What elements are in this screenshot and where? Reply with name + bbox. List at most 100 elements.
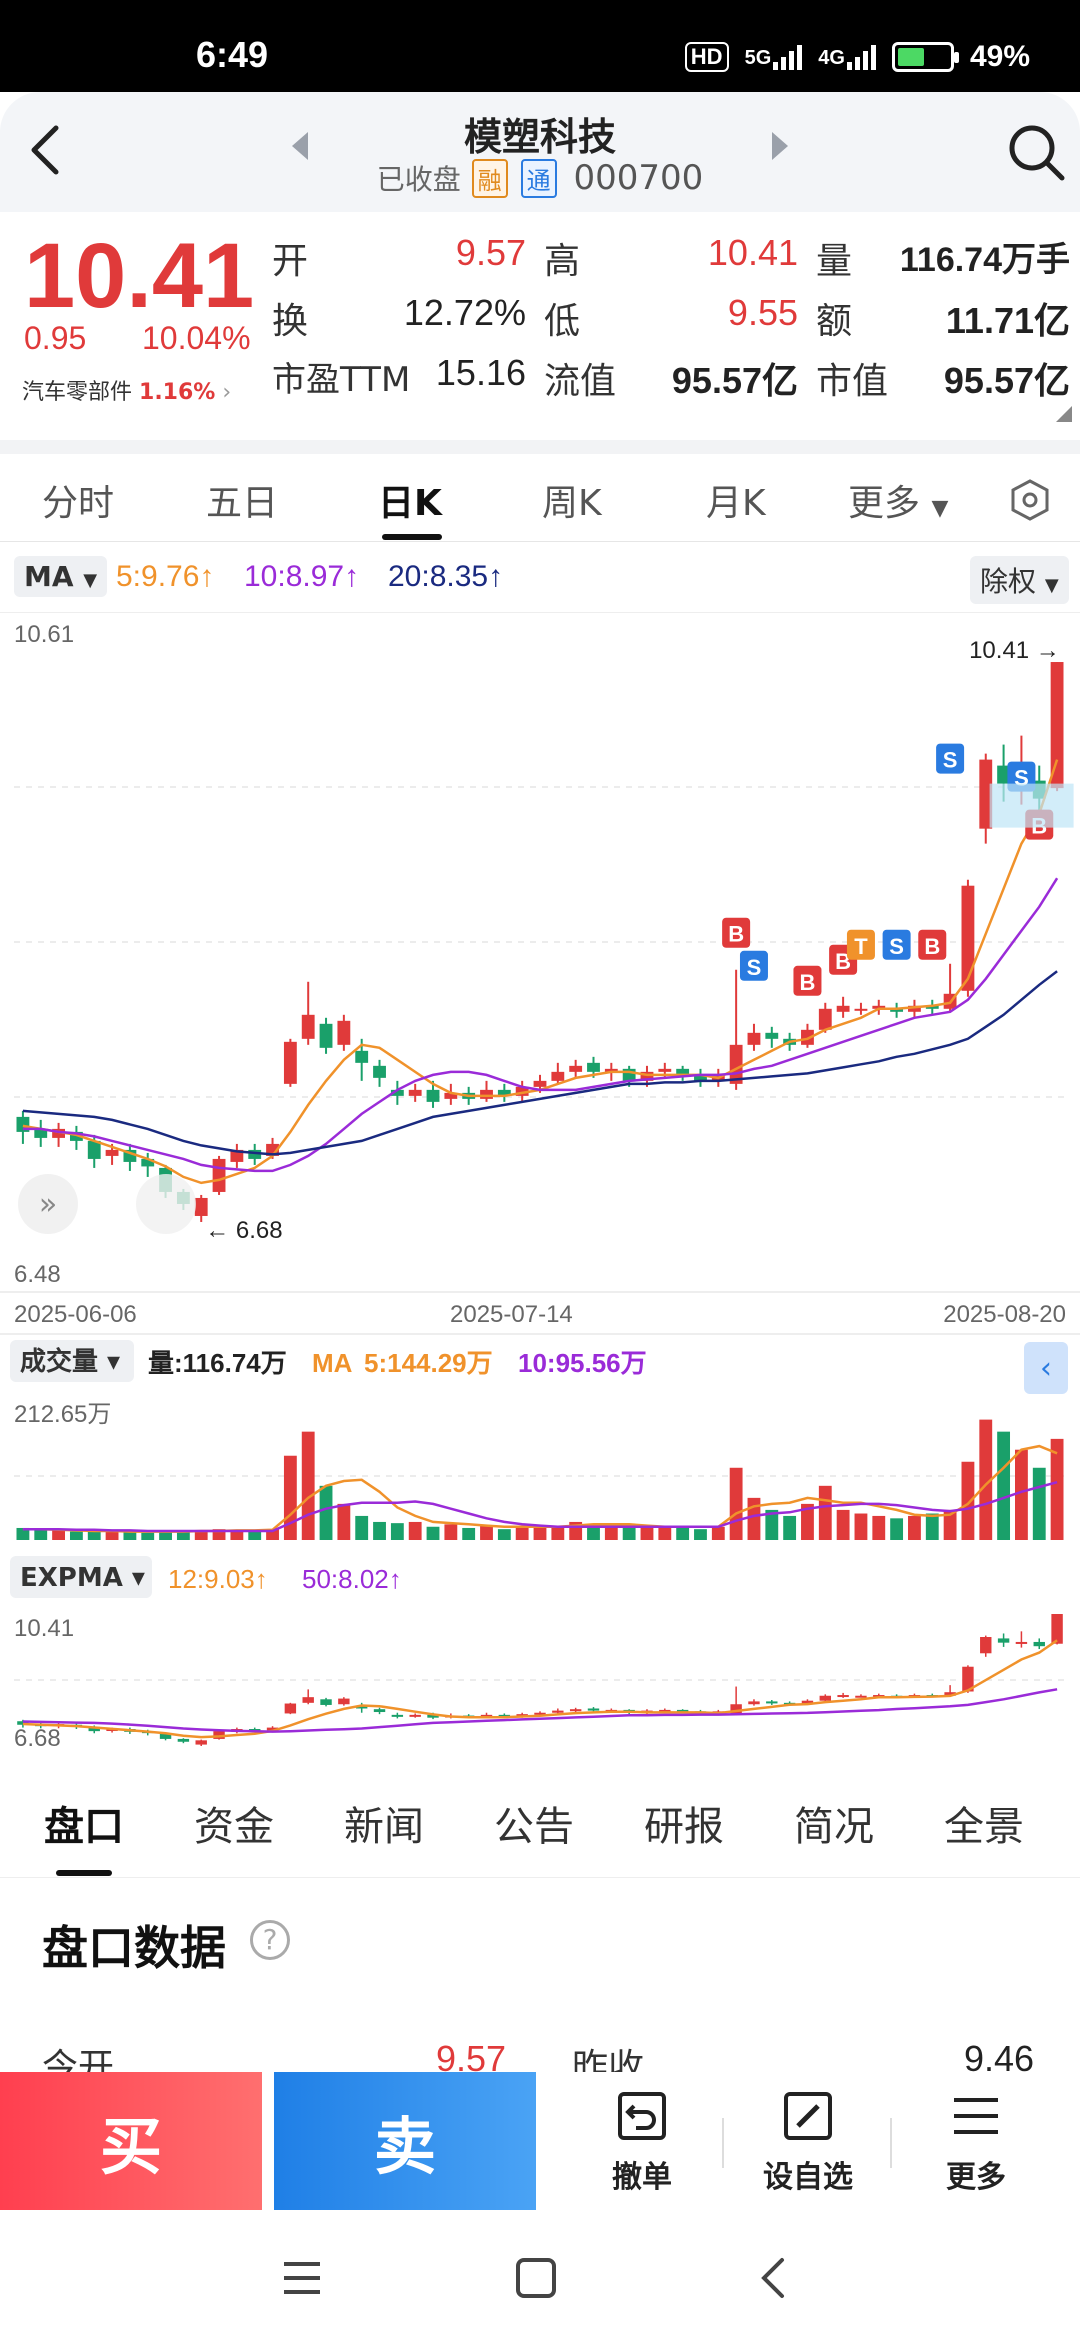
expma-candle: [855, 1695, 867, 1698]
battery-icon: [891, 42, 959, 72]
cancel-order-button[interactable]: 撤单: [572, 2088, 712, 2196]
volume-bar: [1032, 1467, 1046, 1540]
more-button[interactable]: 更多: [906, 2088, 1046, 2196]
expma-candle: [338, 1698, 350, 1705]
trade-bar: 买 卖 撤单 设自选 更多: [0, 2072, 1080, 2212]
expma-candle: [837, 1695, 849, 1698]
tab-profile[interactable]: 简况: [794, 1804, 874, 1850]
pe-label: 市盈TTM: [272, 360, 411, 400]
expma-candle: [195, 1740, 207, 1745]
expma-candle: [819, 1695, 831, 1701]
tab-intraday[interactable]: 分时: [42, 483, 115, 524]
volume-bar: [212, 1529, 226, 1540]
float-value: 95.57亿: [671, 360, 798, 401]
expma-candle: [302, 1697, 314, 1703]
candle: [444, 1092, 458, 1099]
signal-marker-bg: [936, 743, 965, 774]
volume-bar: [943, 1509, 957, 1540]
amount-value: 11.71亿: [945, 300, 1070, 341]
tab-research[interactable]: 研报: [644, 1804, 724, 1850]
volume-bar: [622, 1527, 636, 1540]
tab-orderbook[interactable]: 盘口: [44, 1804, 124, 1850]
ma-selector[interactable]: MA ▼: [14, 556, 108, 597]
signal-marker-bg: [882, 929, 911, 960]
ma-indicator-row: MA ▼ 5:9.76↑ 10:8.97↑ 20:8.35↑ 除权 ▼: [0, 546, 1080, 612]
expma-candle: [766, 1701, 778, 1704]
volume-bar: [194, 1530, 208, 1540]
expma-candle: [177, 1738, 190, 1742]
connect-tag: 通: [520, 159, 557, 198]
candle: [141, 1158, 155, 1167]
candle: [765, 1032, 779, 1039]
expma-y-max: 10.41: [14, 1615, 74, 1642]
next-stock-icon[interactable]: [772, 132, 788, 160]
candle: [34, 1128, 48, 1138]
active-tab-underline: [56, 1870, 112, 1876]
recent-apps-icon[interactable]: [280, 2258, 324, 2298]
candle: [52, 1128, 65, 1138]
settings-hexagon-icon[interactable]: [1008, 478, 1052, 522]
expand-corner-icon[interactable]: [1056, 406, 1072, 422]
volume-bar: [283, 1455, 297, 1540]
expma-candle: [284, 1703, 297, 1714]
candle: [1050, 662, 1064, 789]
candle: [836, 1005, 850, 1012]
signal-marker-bg: [918, 929, 947, 960]
divider: [890, 2118, 892, 2168]
date-mid: 2025-07-14: [450, 1301, 573, 1328]
divider: [722, 2118, 724, 2168]
float-label: 流值: [544, 361, 617, 402]
prev-stock-icon[interactable]: [292, 132, 308, 160]
candle: [997, 765, 1011, 784]
high-annotation: 10.41 →: [969, 637, 1060, 664]
volume-bar: [373, 1521, 386, 1540]
collapse-button-bg: [18, 1174, 78, 1234]
volume-selector: 成交量 ▾: [20, 1346, 120, 1377]
volume-bar: [925, 1513, 939, 1540]
tab-capital[interactable]: 资金: [194, 1804, 274, 1850]
home-icon[interactable]: [514, 2256, 558, 2300]
tab-news[interactable]: 新闻: [344, 1804, 424, 1850]
sector-link[interactable]: 汽车零部件 1.16% ›: [22, 380, 232, 405]
volume-bar: [159, 1531, 172, 1540]
signal-marker-b: B: [924, 934, 940, 959]
candle: [961, 885, 975, 991]
back-icon[interactable]: [18, 120, 78, 180]
add-watchlist-button[interactable]: 设自选: [738, 2088, 878, 2196]
candle: [515, 1086, 529, 1096]
quote-panel: 10.41 0.95 10.04% 汽车零部件 1.16% › 开 9.57 高…: [0, 212, 1080, 442]
tab-monthly-k[interactable]: 月K: [706, 483, 766, 524]
volume-bar: [908, 1515, 921, 1540]
help-icon[interactable]: ?: [250, 1920, 290, 1960]
volume-bar: [176, 1530, 190, 1540]
search-icon[interactable]: [1004, 120, 1068, 184]
expma-candle: [552, 1710, 564, 1713]
expma-candle: [587, 1708, 600, 1711]
tab-5day[interactable]: 五日: [206, 483, 279, 524]
volume-bar: [747, 1497, 761, 1540]
tab-more[interactable]: 更多 ▼: [848, 483, 949, 524]
expma-candle: [409, 1714, 421, 1717]
volume-bar: [355, 1515, 369, 1540]
tab-weekly-k[interactable]: 周K: [542, 483, 602, 524]
volume-bar: [301, 1431, 315, 1540]
candle: [355, 1050, 369, 1063]
ma20-value: 20:8.35↑: [388, 560, 504, 593]
volume-bar: [765, 1509, 779, 1540]
tab-overview[interactable]: 全景: [944, 1804, 1024, 1850]
volume-bar: [141, 1532, 155, 1540]
tab-daily-k[interactable]: 日K: [378, 483, 442, 524]
ma5-line: [22, 759, 1059, 1185]
sell-button[interactable]: 卖: [274, 2072, 536, 2210]
tab-announcements[interactable]: 公告: [494, 1804, 574, 1850]
expma-y-min: 6.68: [14, 1725, 61, 1752]
system-nav-bar: [0, 2212, 1080, 2340]
back-nav-icon[interactable]: [756, 2256, 788, 2300]
buy-button[interactable]: 买: [0, 2072, 262, 2210]
adjust-selector[interactable]: 除权 ▼: [970, 556, 1069, 604]
double-chevron-icon: »: [39, 1187, 57, 1222]
volume-bar: [515, 1527, 529, 1540]
menu-icon: [954, 2098, 998, 2134]
volume-bar: [961, 1461, 975, 1540]
